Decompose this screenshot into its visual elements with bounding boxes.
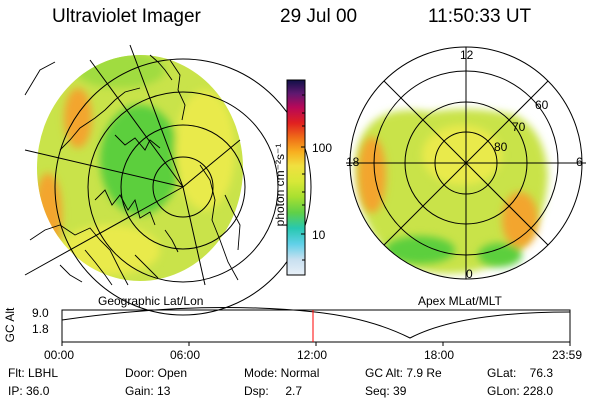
mlt-label-18: 18 [346, 155, 360, 169]
time-label: 11:50:33 UT [428, 6, 532, 27]
altitude-xtick-1200: 12:00 [297, 348, 328, 362]
altitude-ytick-9: 9.0 [32, 306, 49, 320]
mlat-label-70: 70 [512, 120, 526, 134]
date-label: 29 Jul 00 [280, 6, 358, 27]
apex-grid [346, 46, 586, 280]
glat-info: GLat: 76.3 [487, 366, 554, 380]
mlt-label-6: 6 [576, 155, 583, 169]
mlt-label-12: 12 [460, 48, 474, 62]
altitude-ylabel: GC Alt [3, 307, 17, 343]
mlat-label-60: 60 [535, 98, 549, 112]
colorbar-unit-label: photon cm⁻²s⁻¹ [273, 143, 287, 227]
door-info: Door: Open [125, 366, 188, 380]
altitude-plot [61, 307, 571, 346]
mode-info: Mode: Normal [244, 366, 320, 380]
glon-info: GLon: 228.0 [487, 384, 554, 398]
apex-caption: Apex MLat/MLT [418, 294, 502, 308]
colorbar-tick-100: 100 [312, 141, 333, 155]
altitude-xtick-0000: 00:00 [44, 348, 75, 362]
coastlines [24, 54, 241, 286]
mlat-label-80: 80 [494, 140, 508, 154]
altitude-ytick-1_8: 1.8 [32, 322, 49, 336]
colorbar [286, 79, 306, 276]
colorbar-tick-10: 10 [312, 228, 326, 242]
ip-info: IP: 36.0 [8, 384, 50, 398]
seq-info: Seq: 39 [365, 384, 407, 398]
altitude-xtick-0600: 06:00 [170, 348, 201, 362]
flt-info: Flt: LBHL [8, 366, 59, 380]
geographic-caption: Geographic Lat/Lon [98, 294, 204, 308]
mlt-label-0: 0 [466, 267, 473, 281]
geographic-grid [24, 44, 312, 316]
gc-alt-info: GC Alt: 7.9 Re [365, 366, 442, 380]
dsp-info: Dsp: 2.7 [244, 384, 303, 398]
gain-info: Gain: 13 [125, 384, 171, 398]
altitude-xtick-1800: 18:00 [424, 348, 455, 362]
geographic-image [37, 55, 243, 281]
instrument-title: Ultraviolet Imager [52, 6, 201, 27]
altitude-xtick-2359: 23:59 [552, 348, 583, 362]
apex-image [355, 109, 548, 274]
